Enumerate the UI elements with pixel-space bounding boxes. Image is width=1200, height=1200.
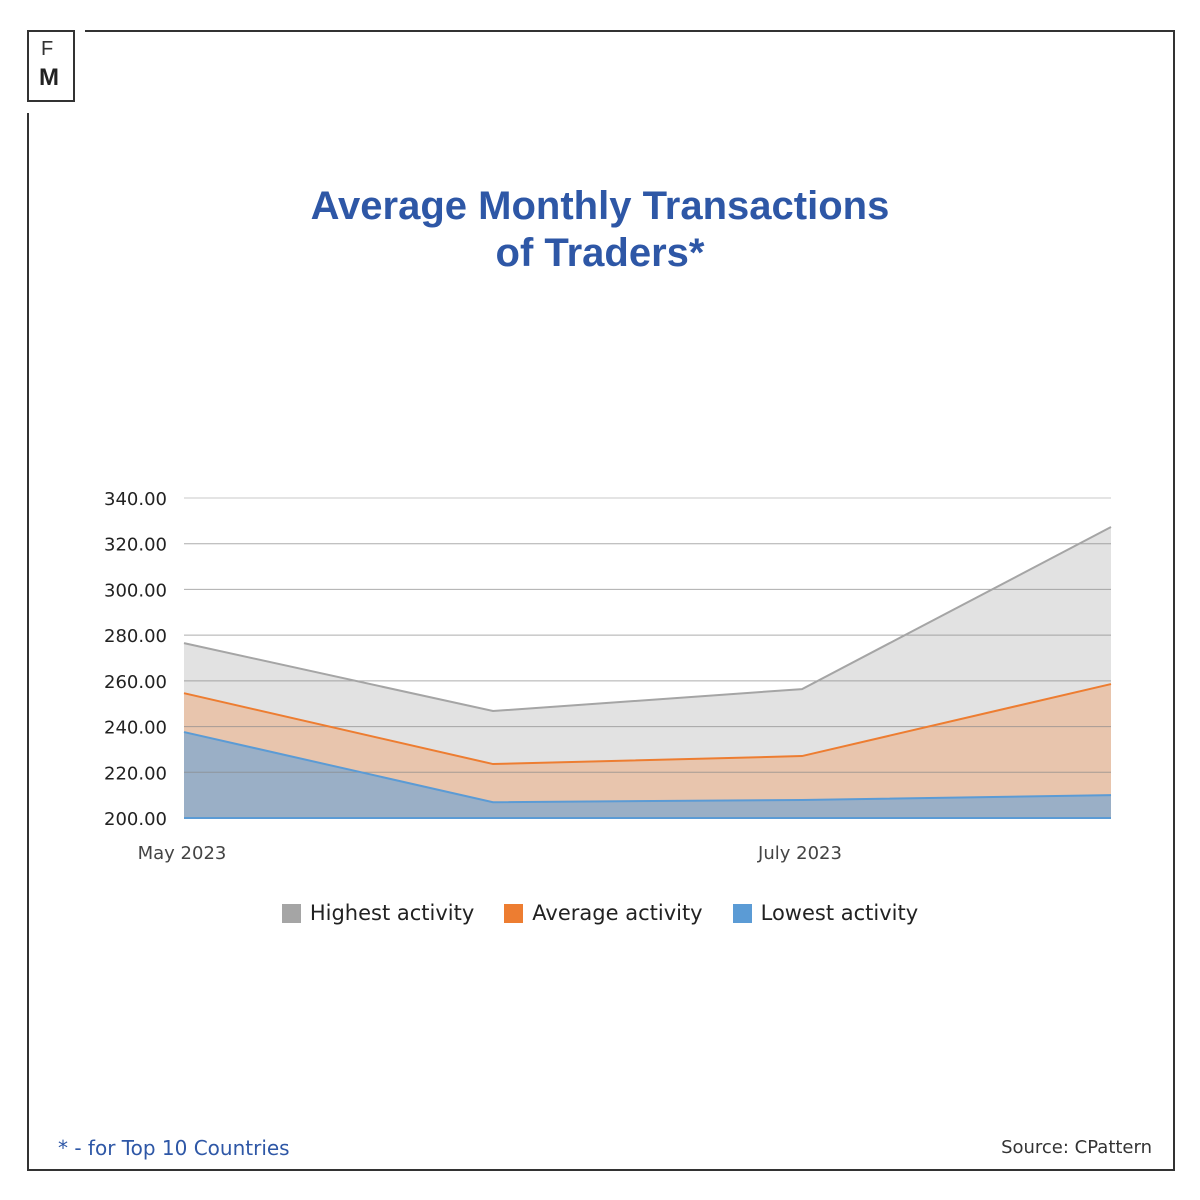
y-tick-label: 260.00 [104,672,167,693]
title-line-1: Average Monthly Transactions [310,184,890,228]
fm-logo: F M [27,30,75,102]
frame-bottom [27,1169,1175,1171]
y-tick-label: 220.00 [104,763,167,784]
x-tick-label: May 2023 [138,843,227,864]
legend: Highest activity Average activity Lowest a… [0,901,1200,925]
logo-f: F [41,38,54,60]
y-tick-label: 200.00 [104,809,167,830]
area-2 [184,732,1111,818]
area-chart: 200.00 220.00 240.00 260.00 280.00 300.00 320.… [104,489,1112,864]
y-tick-label: 320.00 [104,535,167,556]
chart-title: Average Monthly Transactions of Traders* [0,183,1200,277]
frame-right [1173,30,1175,1171]
logo-m: M [39,64,59,91]
y-tick-label: 340.00 [104,489,167,510]
legend-swatch [504,903,524,923]
frame-top [85,30,1175,32]
legend-label: Lowest activity [760,901,919,925]
legend-item: Lowest activity [732,901,919,925]
series-line-2 [183,731,1112,804]
x-tick-label: July 2023 [757,843,842,864]
legend-label: Average activity [532,901,703,925]
y-tick-label: 300.00 [104,580,167,601]
series-line-1 [183,683,1112,766]
legend-label: Highest activity [309,901,475,925]
frame-left [27,113,29,1171]
legend-item: Highest activity [281,901,475,925]
y-tick-label: 280.00 [104,626,167,647]
legend-swatch [281,903,301,923]
legend-swatch [732,903,752,923]
source-note: Source: CPattern [1001,1137,1152,1158]
legend-item: Average activity [504,901,703,925]
y-tick-label: 240.00 [104,718,167,739]
footnote: * - for Top 10 Countries [58,1136,290,1160]
series-line-0 [183,526,1112,713]
title-line-2: of Traders* [495,231,705,275]
